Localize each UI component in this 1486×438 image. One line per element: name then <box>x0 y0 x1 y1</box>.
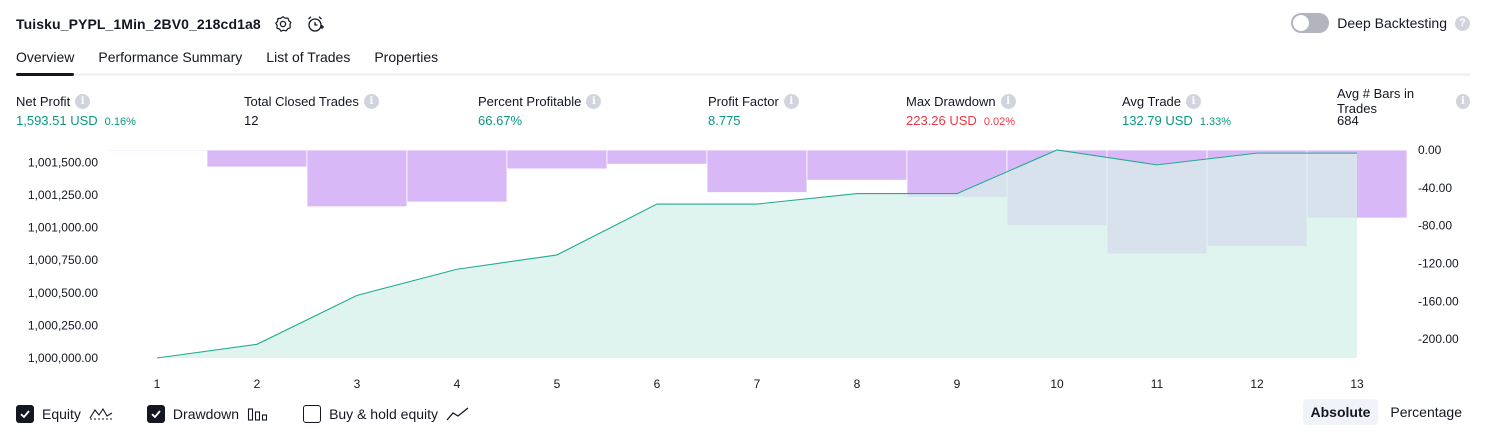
info-icon[interactable]: i <box>363 93 379 109</box>
chart-footer: Equity Drawdown Buy & hold equity Absolu… <box>16 399 1470 425</box>
x-tick-label: 10 <box>1050 377 1064 391</box>
scale-switch: Absolute Percentage <box>1302 399 1471 425</box>
x-tick-label: 4 <box>454 377 461 391</box>
drawdown-bars-icon <box>247 406 269 422</box>
info-icon[interactable]: i <box>1000 93 1016 109</box>
metric-value: 8.775 <box>708 113 741 128</box>
metric-avg-bars-in-trades: Avg # Bars in Trades i 684 <box>1337 86 1470 128</box>
alarm-add-icon[interactable] <box>305 14 325 34</box>
x-tick-label: 5 <box>554 377 561 391</box>
drawdown-bar <box>706 149 808 193</box>
x-tick-label: 1 <box>154 377 161 391</box>
right-tick-label: -80.00 <box>1418 219 1452 233</box>
strategy-title: Tuisku_PYPL_1Min_2BV0_218cd1a8 <box>16 16 261 32</box>
equity-checkbox[interactable] <box>16 405 34 423</box>
buy-hold-line-icon <box>446 406 470 422</box>
deep-backtesting-label: Deep Backtesting <box>1337 15 1447 31</box>
metric-percent-profitable: Percent Profitable i 66.67% <box>478 93 602 128</box>
legend-drawdown[interactable]: Drawdown <box>146 405 269 423</box>
metric-profit-factor: Profit Factor i 8.775 <box>708 93 799 128</box>
left-tick-label: 1,001,500.00 <box>28 155 98 169</box>
deep-backtesting: Deep Backtesting ? <box>1291 13 1470 33</box>
info-icon[interactable]: i <box>586 93 602 109</box>
drawdown-bar <box>606 149 708 165</box>
drawdown-bar <box>406 149 508 203</box>
metric-label: Avg Trade <box>1122 93 1182 109</box>
metric-percent: 1.33% <box>1199 116 1232 128</box>
x-tick-label: 3 <box>354 377 361 391</box>
left-tick-label: 1,000,750.00 <box>28 253 98 267</box>
metric-value: 684 <box>1337 113 1359 128</box>
drawdown-bar <box>206 149 308 168</box>
drawdown-bar <box>106 149 208 152</box>
metric-label: Avg # Bars in Trades <box>1337 86 1415 116</box>
metric-label: Percent Profitable <box>478 93 582 109</box>
legend-label: Equity <box>42 406 81 422</box>
metric-avg-trade: Avg Trade i 132.79 USD 1.33% <box>1122 93 1231 128</box>
metric-value: 223.26 USD <box>906 113 977 128</box>
buy-hold-checkbox[interactable] <box>303 405 322 423</box>
metric-total-closed-trades: Total Closed Trades i 12 <box>244 93 379 128</box>
left-tick-label: 1,000,000.00 <box>28 351 98 365</box>
info-icon[interactable]: i <box>1455 93 1470 109</box>
equity-drawdown-chart[interactable]: 1,000,000.00 1,000,250.00 1,000,500.00 1,00… <box>0 140 1486 398</box>
chart-legend: Equity Drawdown Buy & hold equity <box>16 403 1470 425</box>
right-tick-label: -40.00 <box>1418 181 1452 195</box>
help-icon[interactable]: ? <box>1455 15 1470 31</box>
legend-label: Buy & hold equity <box>329 406 439 422</box>
legend-equity[interactable]: Equity <box>16 405 113 423</box>
gear-icon[interactable] <box>273 14 293 34</box>
tab-performance-summary[interactable]: Performance Summary <box>98 49 243 65</box>
right-tick-label: -120.00 <box>1418 256 1459 270</box>
x-tick-label: 8 <box>854 377 861 391</box>
left-tick-label: 1,000,500.00 <box>28 286 98 300</box>
left-tick-label: 1,000,250.00 <box>28 318 98 332</box>
left-tick-label: 1,001,000.00 <box>28 221 98 235</box>
drawdown-bar <box>306 149 408 208</box>
equity-line <box>156 149 1357 359</box>
tab-list-of-trades[interactable]: List of Trades <box>266 49 351 65</box>
metrics-row: Net Profit i 1,593.51 USD 0.16% Total Clos… <box>16 86 1470 133</box>
metric-label: Profit Factor <box>708 93 779 109</box>
tab-overview[interactable]: Overview <box>16 46 75 76</box>
x-tick-label: 12 <box>1250 377 1264 391</box>
metric-net-profit: Net Profit i 1,593.51 USD 0.16% <box>16 93 136 128</box>
metric-value: 1,593.51 USD <box>16 113 98 128</box>
metric-label: Total Closed Trades <box>244 93 359 109</box>
metric-max-drawdown: Max Drawdown i 223.26 USD 0.02% <box>906 93 1016 128</box>
tab-properties[interactable]: Properties <box>374 49 439 65</box>
info-icon[interactable]: i <box>1186 93 1202 109</box>
left-tick-label: 1,001,250.00 <box>28 188 98 202</box>
report-header: Tuisku_PYPL_1Min_2BV0_218cd1a8 <box>16 12 325 36</box>
drawdown-bar <box>506 149 608 170</box>
deep-backtesting-toggle[interactable] <box>1291 13 1330 33</box>
drawdown-checkbox[interactable] <box>146 405 165 423</box>
x-tick-label: 7 <box>754 377 761 391</box>
x-tick-label: 9 <box>954 377 961 391</box>
metric-value: 132.79 USD <box>1122 113 1193 128</box>
absolute-button[interactable]: Absolute <box>1302 399 1379 425</box>
right-tick-label: -160.00 <box>1418 294 1459 308</box>
legend-label: Drawdown <box>172 406 240 422</box>
x-tick-label: 13 <box>1350 377 1364 391</box>
metric-label: Net Profit <box>16 93 71 109</box>
info-icon[interactable]: i <box>783 93 799 109</box>
legend-buy-hold-equity[interactable]: Buy & hold equity <box>303 405 470 423</box>
right-tick-label: 0.00 <box>1418 143 1442 157</box>
metric-value: 12 <box>244 113 259 128</box>
right-tick-label: -200.00 <box>1418 332 1459 346</box>
equity-wave-icon <box>89 406 113 422</box>
metric-percent: 0.02% <box>983 116 1016 128</box>
x-tick-label: 6 <box>654 377 661 391</box>
x-tick-label: 2 <box>254 377 261 391</box>
percentage-button[interactable]: Percentage <box>1390 404 1462 420</box>
metric-label: Max Drawdown <box>906 93 996 109</box>
equity-area <box>157 150 1357 358</box>
report-tabs: Overview Performance Summary List of Tra… <box>16 46 1470 76</box>
info-icon[interactable]: i <box>75 93 91 109</box>
x-tick-label: 11 <box>1151 377 1164 391</box>
metric-percent: 0.16% <box>104 116 136 128</box>
drawdown-bar <box>806 149 908 181</box>
metric-value: 66.67% <box>478 113 523 128</box>
